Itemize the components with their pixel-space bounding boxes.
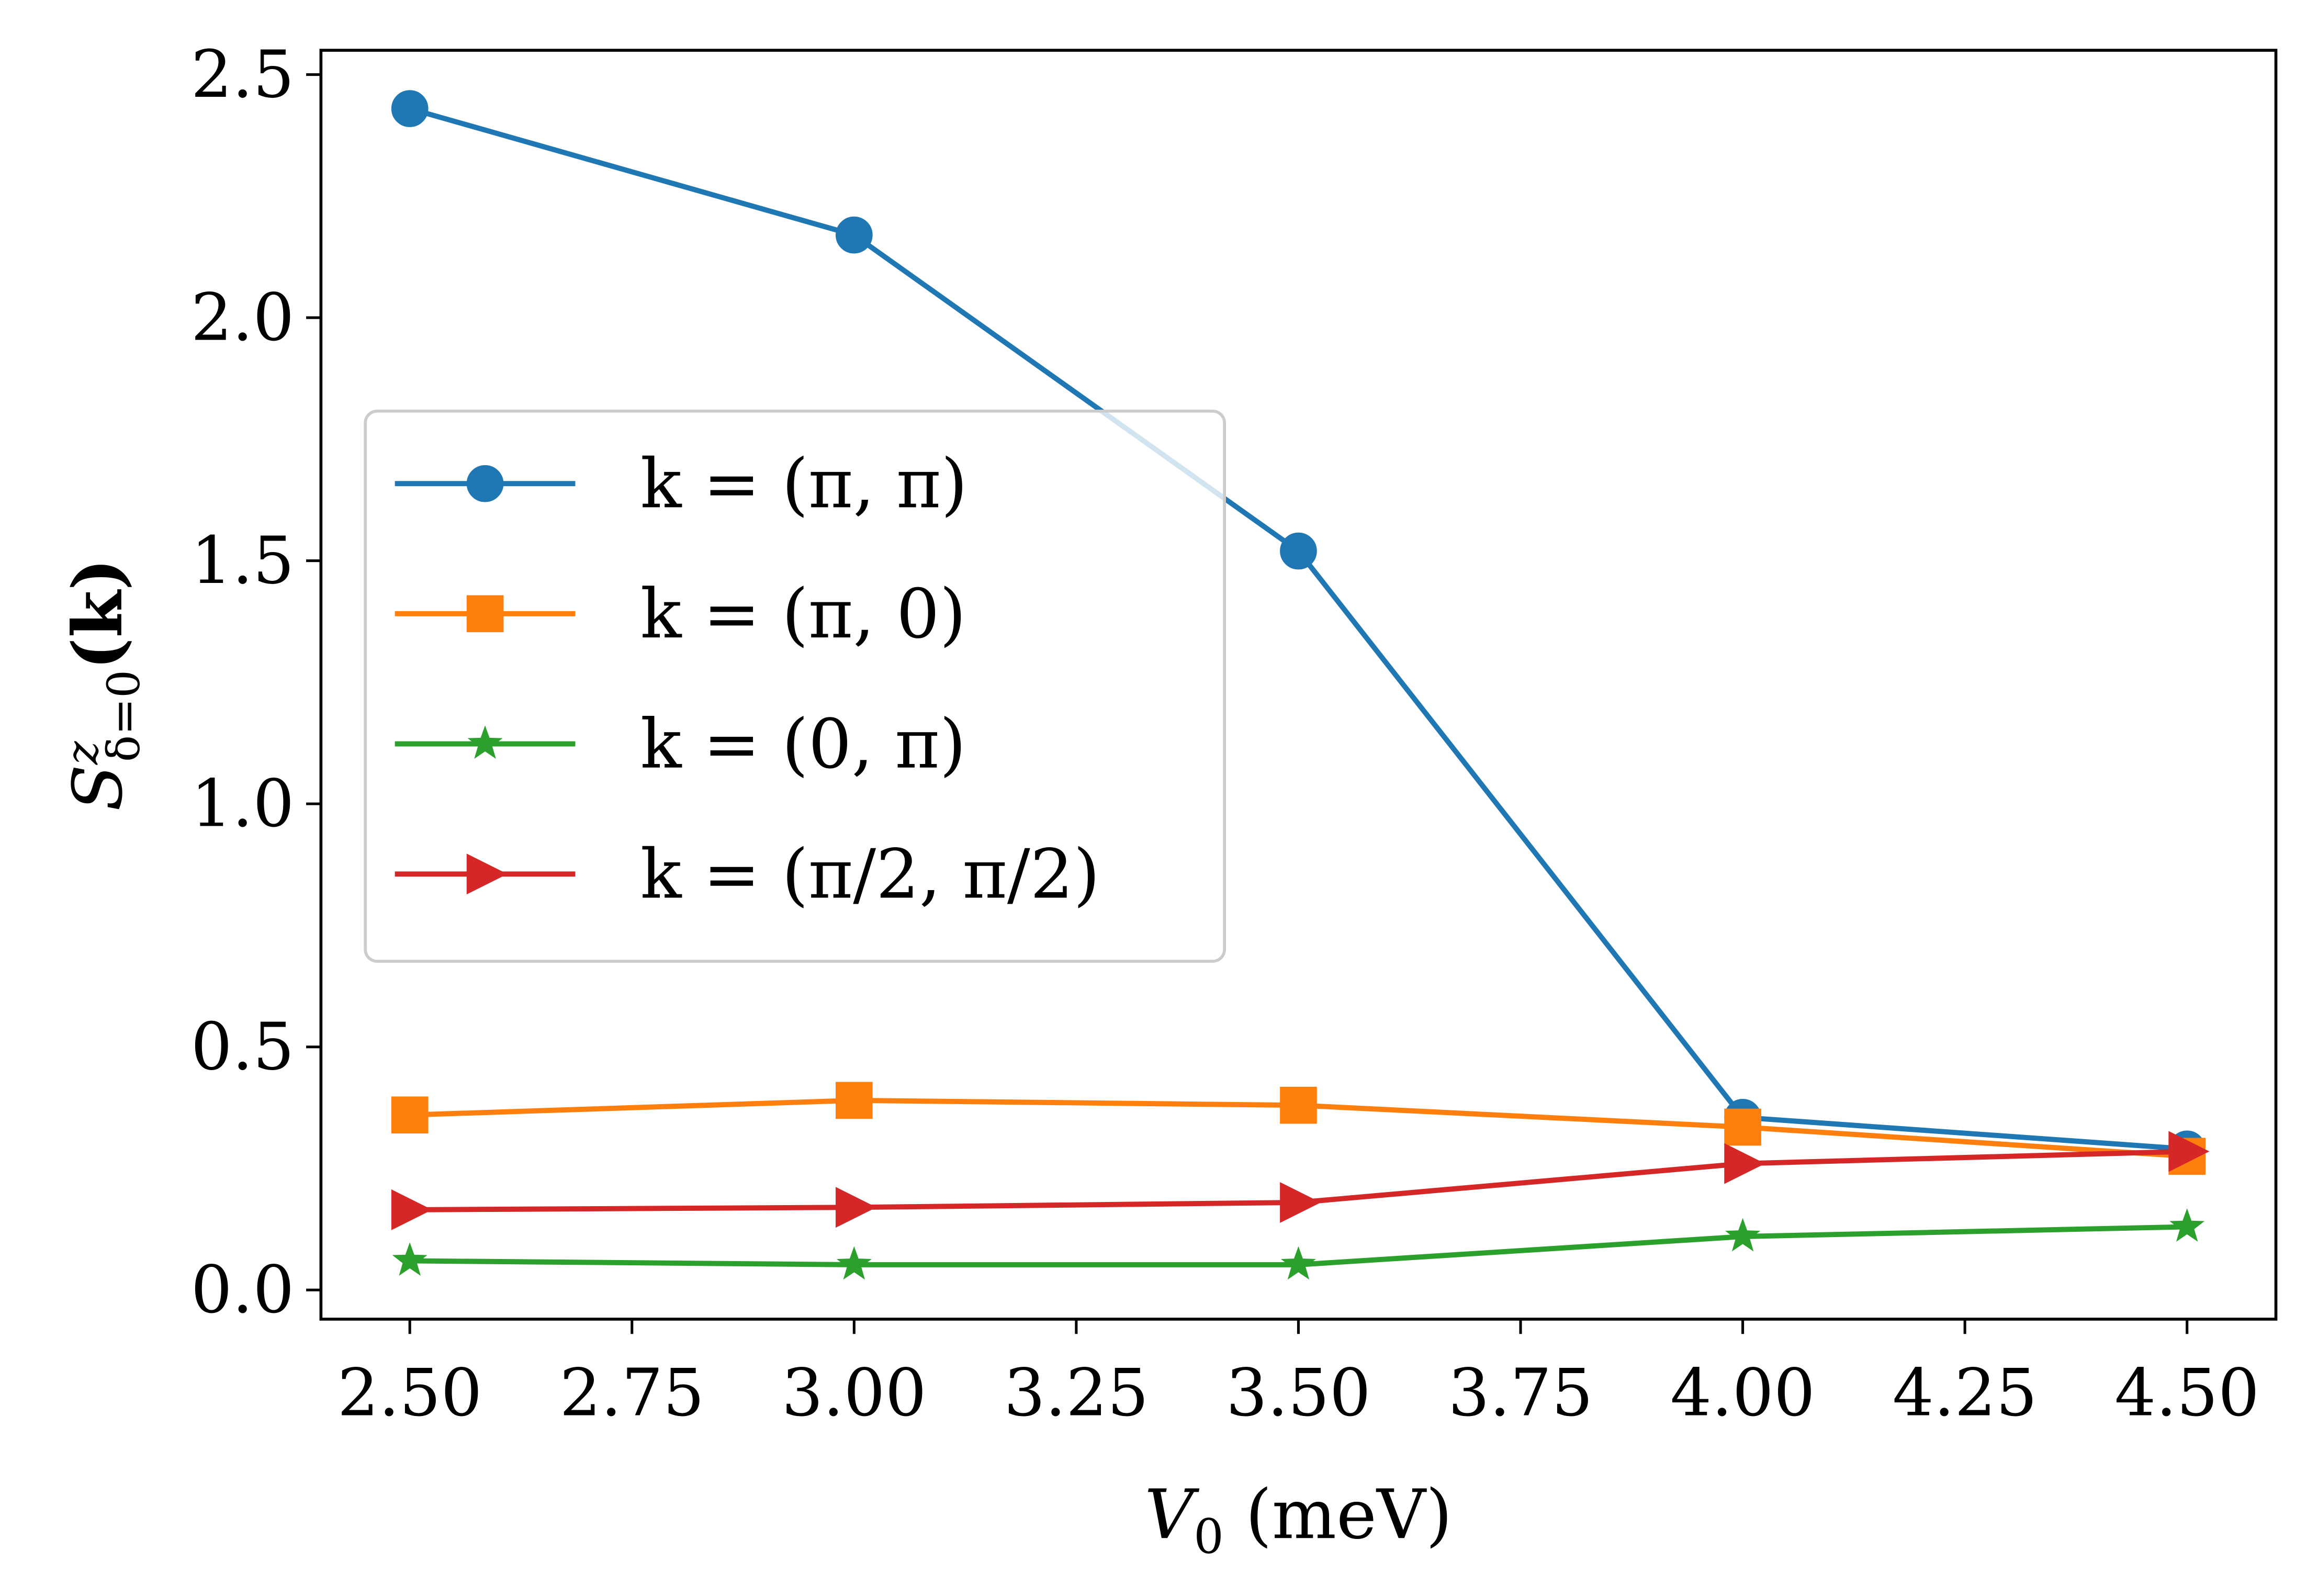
x-label-rest: (meV) [1224, 1475, 1453, 1554]
marker [836, 216, 873, 254]
legend-label: k = (π, π) [640, 444, 967, 523]
marker [836, 1187, 877, 1228]
legend-label: k = (π, 0) [640, 574, 966, 654]
y-label-sup: z [57, 740, 108, 765]
legend-marker [467, 725, 503, 759]
legend-label: k = (π/2, π/2) [640, 834, 1100, 914]
x-tick-label: 3.25 [1004, 1356, 1149, 1431]
y-tick-label: 2.5 [191, 37, 295, 113]
y-tick-label: 1.0 [191, 767, 295, 842]
x-tick-label: 4.00 [1670, 1356, 1815, 1431]
x-label-base: V [1144, 1475, 1199, 1554]
marker [1280, 1246, 1316, 1280]
y-tick-label: 2.0 [191, 280, 295, 355]
x-tick-label: 2.75 [559, 1356, 704, 1431]
y-tick-label: 0.5 [191, 1009, 295, 1085]
y-label-arg: (k) [58, 558, 138, 670]
marker [392, 1242, 427, 1276]
marker [1280, 1086, 1317, 1124]
y-label-sub: δ=0 [98, 670, 150, 762]
x-tick-label: 4.50 [2114, 1356, 2259, 1431]
marker [1725, 1218, 1761, 1252]
marker [391, 1096, 429, 1134]
y-axis-label: Szδ=0(k) [57, 558, 150, 811]
marker [836, 1246, 872, 1280]
x-axis-label: V0 (meV) [1144, 1475, 1452, 1564]
marker [1724, 1108, 1761, 1146]
y-label-base: S [58, 765, 138, 811]
x-tick-label: 4.25 [1893, 1356, 2038, 1431]
marker [1280, 532, 1317, 570]
y-tick-label: 1.5 [191, 523, 295, 599]
marker [391, 90, 429, 127]
y-tick-label: 0.0 [191, 1253, 295, 1328]
marker [2169, 1208, 2205, 1242]
x-tick-label: 3.75 [1448, 1356, 1593, 1431]
plot-frame [319, 49, 2278, 1321]
marker [836, 1082, 873, 1119]
x-tick-label: 2.50 [337, 1356, 482, 1431]
marker [391, 1189, 432, 1230]
marker [1724, 1143, 1765, 1184]
legend-label: k = (0, π) [640, 704, 966, 784]
legend-box [364, 409, 1226, 963]
x-label-sub: 0 [1194, 1509, 1224, 1564]
x-tick-label: 3.50 [1226, 1356, 1371, 1431]
legend-marker [466, 595, 504, 633]
legend-marker [466, 853, 508, 895]
x-tick-label: 3.00 [782, 1356, 927, 1431]
marker [2168, 1131, 2210, 1172]
marker [1280, 1182, 1321, 1223]
legend-marker [466, 465, 504, 502]
